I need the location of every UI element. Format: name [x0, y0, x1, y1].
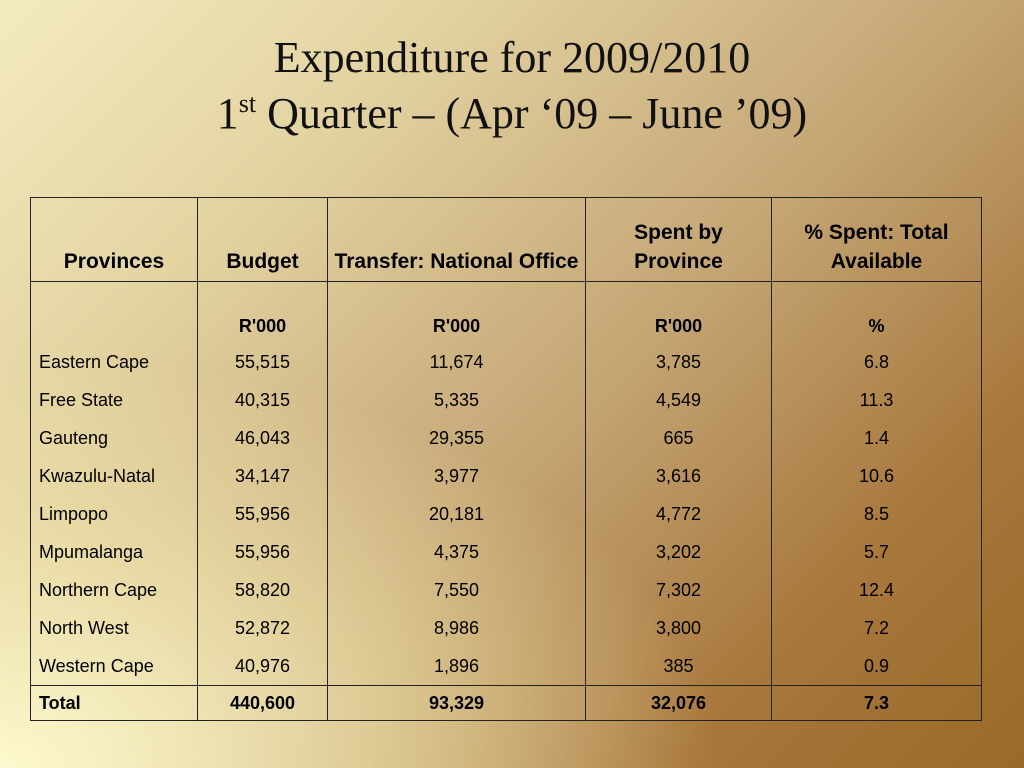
- header-provinces: Provinces: [30, 197, 198, 282]
- units-cell: R'000: [197, 281, 328, 343]
- total-percent-cell: 7.3: [771, 685, 982, 721]
- header-transfer-national-office: Transfer: National Office: [327, 197, 586, 282]
- budget-cell: 46,043: [197, 419, 328, 457]
- header-budget: Budget: [197, 197, 328, 282]
- spent-cell: 3,616: [585, 457, 772, 495]
- units-cell: R'000: [585, 281, 772, 343]
- transfer-cell: 29,355: [327, 419, 586, 457]
- transfer-cell: 11,674: [327, 343, 586, 381]
- spent-cell: 3,202: [585, 533, 772, 571]
- transfer-cell: 4,375: [327, 533, 586, 571]
- province-cell: Western Cape: [30, 647, 198, 686]
- spent-cell: 7,302: [585, 571, 772, 609]
- transfer-cell: 7,550: [327, 571, 586, 609]
- budget-cell: 55,515: [197, 343, 328, 381]
- table-row: North West 52,872 8,986 3,800 7.2: [30, 609, 982, 647]
- transfer-cell: 5,335: [327, 381, 586, 419]
- province-cell: Mpumalanga: [30, 533, 198, 571]
- slide-title: Expenditure for 2009/2010 1st Quarter – …: [0, 30, 1024, 142]
- province-cell: Limpopo: [30, 495, 198, 533]
- total-label: Total: [30, 685, 198, 721]
- percent-cell: 8.5: [771, 495, 982, 533]
- table-row: Free State 40,315 5,335 4,549 11.3: [30, 381, 982, 419]
- percent-cell: 7.2: [771, 609, 982, 647]
- table-row: Eastern Cape 55,515 11,674 3,785 6.8: [30, 343, 982, 381]
- title-quarter-suffix: st: [238, 89, 257, 118]
- spent-cell: 3,800: [585, 609, 772, 647]
- total-transfer-cell: 93,329: [327, 685, 586, 721]
- province-cell: Free State: [30, 381, 198, 419]
- province-cell: Eastern Cape: [30, 343, 198, 381]
- table-row: Western Cape 40,976 1,896 385 0.9: [30, 647, 982, 686]
- table-row: Gauteng 46,043 29,355 665 1.4: [30, 419, 982, 457]
- percent-cell: 12.4: [771, 571, 982, 609]
- total-spent-cell: 32,076: [585, 685, 772, 721]
- budget-cell: 40,315: [197, 381, 328, 419]
- percent-cell: 5.7: [771, 533, 982, 571]
- spent-cell: 4,549: [585, 381, 772, 419]
- province-cell: Gauteng: [30, 419, 198, 457]
- budget-cell: 34,147: [197, 457, 328, 495]
- title-line-2: 1st Quarter – (Apr ‘09 – June ’09): [0, 86, 1024, 142]
- units-cell: %: [771, 281, 982, 343]
- units-cell: [30, 281, 198, 343]
- transfer-cell: 3,977: [327, 457, 586, 495]
- province-cell: Kwazulu-Natal: [30, 457, 198, 495]
- spent-cell: 3,785: [585, 343, 772, 381]
- units-row: R'000 R'000 R'000 %: [30, 281, 982, 343]
- province-cell: Northern Cape: [30, 571, 198, 609]
- budget-cell: 55,956: [197, 533, 328, 571]
- expenditure-table: Provinces Budget Transfer: National Offi…: [30, 197, 982, 721]
- transfer-cell: 20,181: [327, 495, 586, 533]
- percent-cell: 11.3: [771, 381, 982, 419]
- budget-cell: 40,976: [197, 647, 328, 686]
- total-row: Total 440,600 93,329 32,076 7.3: [30, 685, 982, 721]
- transfer-cell: 8,986: [327, 609, 586, 647]
- spent-cell: 4,772: [585, 495, 772, 533]
- table-header-row: Provinces Budget Transfer: National Offi…: [30, 197, 982, 282]
- percent-cell: 0.9: [771, 647, 982, 686]
- budget-cell: 58,820: [197, 571, 328, 609]
- table-row: Limpopo 55,956 20,181 4,772 8.5: [30, 495, 982, 533]
- table-row: Kwazulu-Natal 34,147 3,977 3,616 10.6: [30, 457, 982, 495]
- title-quarter-number: 1: [216, 89, 239, 138]
- budget-cell: 52,872: [197, 609, 328, 647]
- table-row: Mpumalanga 55,956 4,375 3,202 5.7: [30, 533, 982, 571]
- percent-cell: 1.4: [771, 419, 982, 457]
- title-line-1: Expenditure for 2009/2010: [273, 33, 751, 82]
- spent-cell: 385: [585, 647, 772, 686]
- province-cell: North West: [30, 609, 198, 647]
- table-row: Northern Cape 58,820 7,550 7,302 12.4: [30, 571, 982, 609]
- units-cell: R'000: [327, 281, 586, 343]
- header-percent-spent: % Spent: Total Available: [771, 197, 982, 282]
- transfer-cell: 1,896: [327, 647, 586, 686]
- total-budget-cell: 440,600: [197, 685, 328, 721]
- budget-cell: 55,956: [197, 495, 328, 533]
- title-quarter-range: Quarter – (Apr ‘09 – June ’09): [256, 89, 808, 138]
- percent-cell: 10.6: [771, 457, 982, 495]
- header-spent-by-province: Spent by Province: [585, 197, 772, 282]
- percent-cell: 6.8: [771, 343, 982, 381]
- spent-cell: 665: [585, 419, 772, 457]
